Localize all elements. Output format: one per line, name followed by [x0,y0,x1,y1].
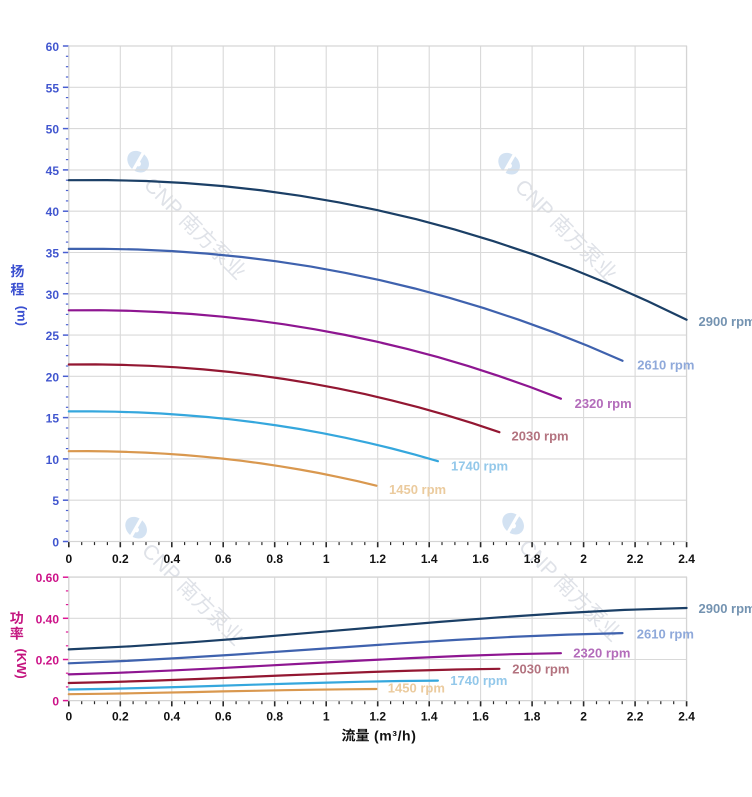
svg-text:40: 40 [46,205,60,219]
svg-text:1.4: 1.4 [421,552,438,566]
svg-text:0: 0 [52,536,59,550]
svg-text:0: 0 [65,552,72,566]
svg-text:0.2: 0.2 [112,552,129,566]
svg-text:2.2: 2.2 [627,552,644,566]
svg-text:25: 25 [46,329,60,343]
svg-text:15: 15 [46,412,60,426]
svg-text:(m³/h): (m³/h) [374,727,416,743]
svg-text:2900 rpm: 2900 rpm [699,314,752,329]
svg-text:1.4: 1.4 [421,710,438,724]
svg-text:0: 0 [65,710,72,724]
svg-text:0.4: 0.4 [163,710,180,724]
svg-text:2030 rpm: 2030 rpm [512,661,569,676]
svg-text:1740 rpm: 1740 rpm [450,673,507,688]
svg-text:1740 rpm: 1740 rpm [451,459,508,474]
svg-text:2.2: 2.2 [627,710,644,724]
svg-text:2320 rpm: 2320 rpm [575,396,632,411]
svg-text:2030 rpm: 2030 rpm [512,429,569,444]
svg-text:0.4: 0.4 [163,552,180,566]
svg-text:1450 rpm: 1450 rpm [388,680,445,695]
svg-text:2: 2 [580,552,587,566]
svg-text:0: 0 [52,695,59,709]
svg-text:1.8: 1.8 [524,710,541,724]
svg-text:1: 1 [323,710,330,724]
svg-text:0.6: 0.6 [215,710,232,724]
svg-text:60: 60 [46,40,60,54]
svg-text:2610 rpm: 2610 rpm [637,358,694,373]
svg-text:50: 50 [46,123,60,137]
svg-text:2.4: 2.4 [678,710,695,724]
svg-text:0.8: 0.8 [266,710,283,724]
svg-text:(m): (m) [14,306,29,326]
svg-text:(KW): (KW) [14,648,29,678]
svg-text:45: 45 [46,164,60,178]
svg-text:1.6: 1.6 [472,710,489,724]
svg-text:1450 rpm: 1450 rpm [389,482,446,497]
svg-text:0.40: 0.40 [36,612,60,626]
svg-text:20: 20 [46,370,60,384]
svg-text:1.8: 1.8 [524,552,541,566]
svg-text:30: 30 [46,288,60,302]
svg-text:1.2: 1.2 [369,710,386,724]
svg-text:0.60: 0.60 [36,571,60,585]
svg-text:CNP: CNP [510,175,558,223]
svg-text:55: 55 [46,81,60,95]
svg-text:5: 5 [52,494,59,508]
svg-text:2610 rpm: 2610 rpm [637,626,694,641]
svg-text:10: 10 [46,453,60,467]
svg-text:35: 35 [46,247,60,261]
svg-text:1.6: 1.6 [472,552,489,566]
svg-text:1.2: 1.2 [369,552,386,566]
svg-text:0.2: 0.2 [112,710,129,724]
svg-text:2320 rpm: 2320 rpm [573,646,630,661]
svg-text:0.6: 0.6 [215,552,232,566]
svg-text:2900 rpm: 2900 rpm [699,601,752,616]
svg-text:0.20: 0.20 [36,654,60,668]
svg-text:0.8: 0.8 [266,552,283,566]
svg-text:1: 1 [323,552,330,566]
svg-text:2: 2 [580,710,587,724]
svg-text:2.4: 2.4 [678,552,695,566]
